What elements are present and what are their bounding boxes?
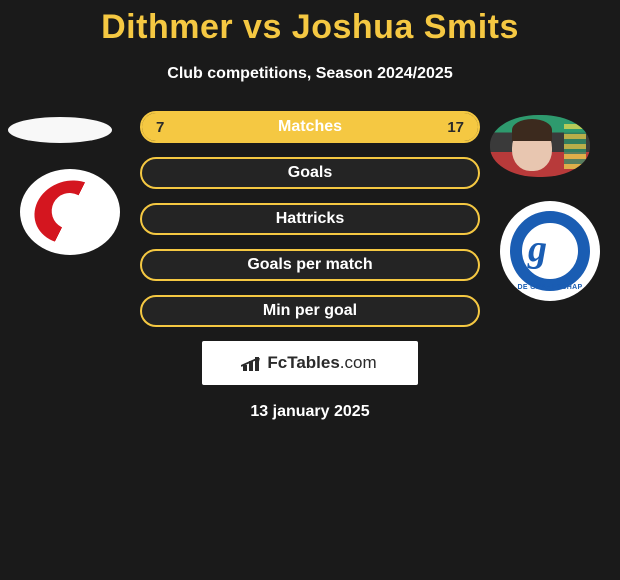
brand-box[interactable]: FcTables.com [202,341,418,385]
page-title: Dithmer vs Joshua Smits [0,0,620,47]
stat-value-right: 17 [447,119,464,136]
club-right-initial: g [528,227,547,271]
date-label: 13 january 2025 [0,403,620,421]
stat-label: Goals per match [247,256,372,274]
stat-label: Matches [278,118,342,136]
club-right-caption: DE GRAAFSCHAP [500,284,600,291]
stat-bar: 7 17 Matches [140,111,480,143]
club-left-logo [20,169,120,255]
stats-bars: 7 17 Matches Goals Hattricks Goals per match M… [140,111,480,327]
stat-bar: Hattricks [140,203,480,235]
brand-name: FcTables.com [267,353,376,373]
stat-value-left: 7 [156,119,164,136]
stat-bar: Goals per match [140,249,480,281]
stat-bar: Goals [140,157,480,189]
stat-bar: Min per goal [140,295,480,327]
player-left-avatar [8,117,112,143]
stat-label: Hattricks [276,210,344,228]
comparison-row: g DE GRAAFSCHAP 7 17 Matches Goals Hattricks… [0,111,620,327]
player-right-avatar [490,115,590,177]
chart-icon [243,355,263,371]
bar-fill-right [239,113,478,141]
stat-label: Goals [288,164,332,182]
subtitle: Club competitions, Season 2024/2025 [0,65,620,83]
club-right-logo: g DE GRAAFSCHAP [500,201,600,301]
stat-label: Min per goal [263,302,357,320]
